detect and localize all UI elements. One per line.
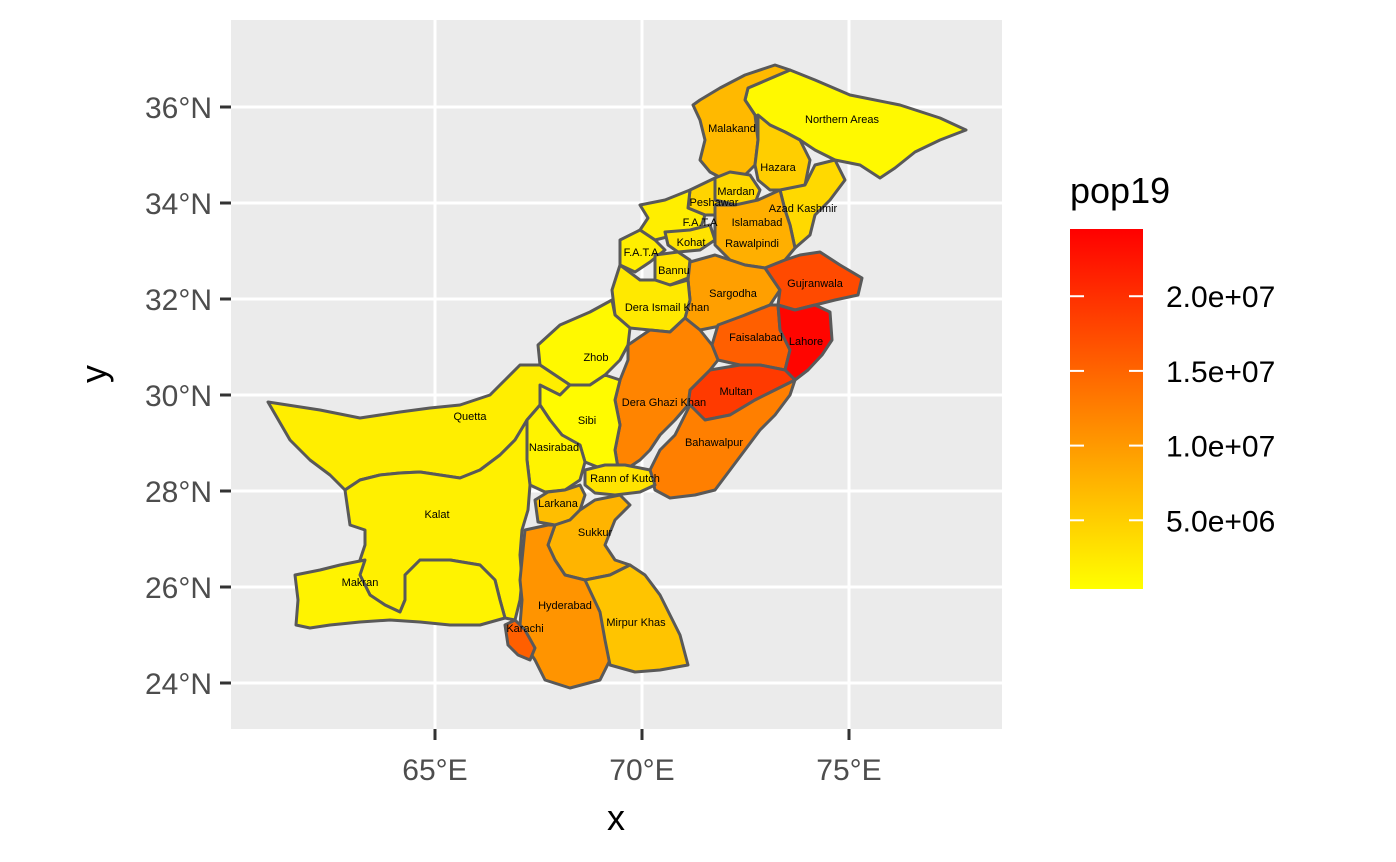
- region-label-karachi-31: Karachi: [506, 623, 543, 635]
- region-label-f-a-t-a-6: F.A.T.A: [683, 217, 719, 229]
- region-label-rann-of-kutch-24: Rann of Kutch: [590, 473, 660, 485]
- region-label-hyderabad-29: Hyderabad: [538, 600, 592, 612]
- region-label-lahore-16: Lahore: [789, 336, 823, 348]
- district-polygons: [266, 63, 968, 690]
- region-label-northern-areas-0: Northern Areas: [805, 114, 879, 126]
- region-label-faisalabad-15: Faisalabad: [729, 332, 783, 344]
- region-label-zhob-17: Zhob: [583, 352, 608, 364]
- y-tick-label-32: 32°N: [145, 284, 212, 317]
- region-kohat-8: [663, 223, 717, 254]
- legend-colorbar: [1070, 229, 1143, 589]
- region-label-sargodha-12: Sargodha: [709, 288, 758, 300]
- region-label-gujranwala-13: Gujranwala: [787, 278, 844, 290]
- region-label-dera-ghazi-khan-20: Dera Ghazi Khan: [622, 397, 706, 409]
- region-label-mirpur-khas-30: Mirpur Khas: [606, 617, 666, 629]
- legend-ticks: [1070, 295, 1143, 522]
- x-tick-label-75: 75°E: [816, 754, 881, 787]
- region-lahore-16: [776, 303, 834, 382]
- region-label-malakand-1: Malakand: [708, 123, 756, 135]
- region-label-larkana-26: Larkana: [538, 498, 579, 510]
- region-makran-28: [293, 558, 507, 630]
- legend-label-3: 2.0e+07: [1166, 281, 1275, 314]
- region-label-rawalpindi-9: Rawalpindi: [725, 238, 779, 250]
- region-label-kohat-8: Kohat: [677, 237, 706, 249]
- region-label-multan-18: Multan: [719, 386, 752, 398]
- region-label-dera-ismail-khan-14: Dera Ismail Khan: [625, 302, 709, 314]
- y-tick-label-24: 24°N: [145, 668, 212, 701]
- region-label-bahawalpur-23: Bahawalpur: [685, 437, 743, 449]
- region-larkana-26: [533, 483, 587, 527]
- region-label-peshawar-4: Peshawar: [690, 197, 739, 209]
- x-tick-label-70: 70°E: [609, 754, 674, 787]
- y-tick-label-26: 26°N: [145, 572, 212, 605]
- region-karachi-31: [503, 618, 537, 662]
- y-tick-labels: 24°N 26°N 28°N 30°N 32°N 34°N 36°N: [145, 92, 212, 701]
- y-tick-label-28: 28°N: [145, 476, 212, 509]
- region-rann-of-kutch-24: [583, 463, 657, 497]
- region-label-mardan-3: Mardan: [717, 186, 754, 198]
- region-label-makran-28: Makran: [342, 577, 379, 589]
- region-mirpur-khas-30: [583, 563, 690, 674]
- region-label-hazara-2: Hazara: [760, 162, 796, 174]
- y-axis-title: y: [73, 365, 114, 383]
- axis-ticks: [220, 105, 851, 740]
- legend-label-0: 5.0e+06: [1166, 505, 1275, 538]
- region-label-azad-kashmir-5: Azad Kashmir: [769, 203, 838, 215]
- region-label-sukkur-27: Sukkur: [578, 527, 613, 539]
- legend-labels: 5.0e+06 1.0e+07 1.5e+07 2.0e+07: [1166, 281, 1275, 538]
- legend-title: pop19: [1070, 170, 1170, 211]
- legend: pop19 5.0e+06 1.0e+07 1.5e+07 2.0e+07: [1070, 170, 1275, 589]
- legend-label-2: 1.5e+07: [1166, 356, 1275, 389]
- region-label-sibi-21: Sibi: [578, 415, 596, 427]
- region-label-nasirabad-22: Nasirabad: [529, 442, 579, 454]
- y-tick-label-36: 36°N: [145, 92, 212, 125]
- x-tick-label-65: 65°E: [402, 754, 467, 787]
- region-rawalpindi-9: [713, 188, 797, 270]
- region-label-kalat-25: Kalat: [424, 509, 449, 521]
- y-tick-label-34: 34°N: [145, 188, 212, 221]
- x-axis-title: x: [607, 797, 625, 838]
- district-labels: Northern Areas Malakand Hazara MardanPeshaw…: [342, 114, 880, 635]
- region-label-quetta-19: Quetta: [453, 411, 487, 423]
- region-label-bannu-11: Bannu: [658, 265, 690, 277]
- region-label-f-a-t-a-10: F.A.T.A: [624, 247, 660, 259]
- x-tick-labels: 65°E 70°E 75°E: [402, 754, 881, 787]
- y-tick-label-30: 30°N: [145, 380, 212, 413]
- region-label-islamabad-7: Islamabad: [732, 217, 783, 229]
- legend-label-1: 1.0e+07: [1166, 431, 1275, 464]
